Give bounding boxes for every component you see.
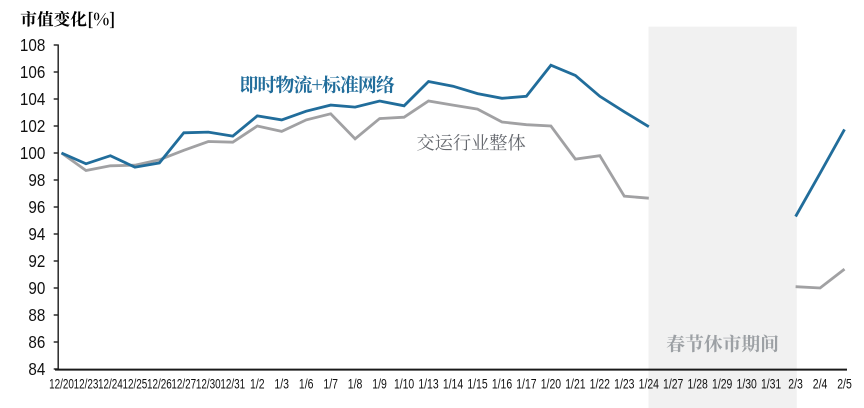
svg-text:12/26: 12/26 <box>147 377 172 392</box>
svg-text:12/20: 12/20 <box>49 377 74 392</box>
svg-text:1/30: 1/30 <box>737 377 758 392</box>
svg-text:1/6: 1/6 <box>299 377 314 392</box>
svg-text:1/7: 1/7 <box>323 377 338 392</box>
svg-text:1/9: 1/9 <box>372 377 387 392</box>
svg-text:100: 100 <box>20 143 46 163</box>
svg-text:92: 92 <box>28 251 45 271</box>
svg-text:12/24: 12/24 <box>98 377 123 392</box>
svg-text:96: 96 <box>28 197 45 217</box>
svg-text:12/31: 12/31 <box>220 377 245 392</box>
svg-text:2/5: 2/5 <box>837 377 852 392</box>
svg-text:84: 84 <box>28 359 45 379</box>
svg-text:1/21: 1/21 <box>565 377 585 392</box>
svg-text:2/4: 2/4 <box>813 377 828 392</box>
svg-text:2/3: 2/3 <box>788 377 803 392</box>
svg-text:12/30: 12/30 <box>196 377 221 392</box>
svg-text:98: 98 <box>28 170 45 190</box>
svg-text:1/14: 1/14 <box>443 377 464 392</box>
svg-text:1/24: 1/24 <box>639 377 660 392</box>
svg-text:104: 104 <box>20 89 46 109</box>
svg-text:102: 102 <box>20 116 45 136</box>
svg-text:12/27: 12/27 <box>171 377 196 392</box>
svg-text:90: 90 <box>28 278 45 298</box>
svg-text:108: 108 <box>20 35 45 55</box>
svg-text:1/23: 1/23 <box>614 377 635 392</box>
svg-text:1/22: 1/22 <box>590 377 610 392</box>
svg-text:106: 106 <box>20 62 45 82</box>
svg-text:1/17: 1/17 <box>516 377 536 392</box>
svg-text:1/29: 1/29 <box>712 377 733 392</box>
svg-text:1/16: 1/16 <box>492 377 513 392</box>
svg-text:12/25: 12/25 <box>123 377 148 392</box>
svg-text:1/28: 1/28 <box>688 377 709 392</box>
svg-text:1/3: 1/3 <box>274 377 289 392</box>
svg-text:1/10: 1/10 <box>394 377 415 392</box>
svg-text:1/2: 1/2 <box>250 377 265 392</box>
svg-text:86: 86 <box>28 332 45 352</box>
svg-text:1/27: 1/27 <box>663 377 683 392</box>
svg-text:88: 88 <box>28 305 45 325</box>
svg-text:12/23: 12/23 <box>74 377 99 392</box>
svg-text:1/13: 1/13 <box>418 377 439 392</box>
svg-text:1/31: 1/31 <box>761 377 781 392</box>
svg-text:1/20: 1/20 <box>541 377 562 392</box>
svg-text:94: 94 <box>28 224 45 244</box>
svg-text:1/8: 1/8 <box>348 377 363 392</box>
svg-text:1/15: 1/15 <box>467 377 488 392</box>
